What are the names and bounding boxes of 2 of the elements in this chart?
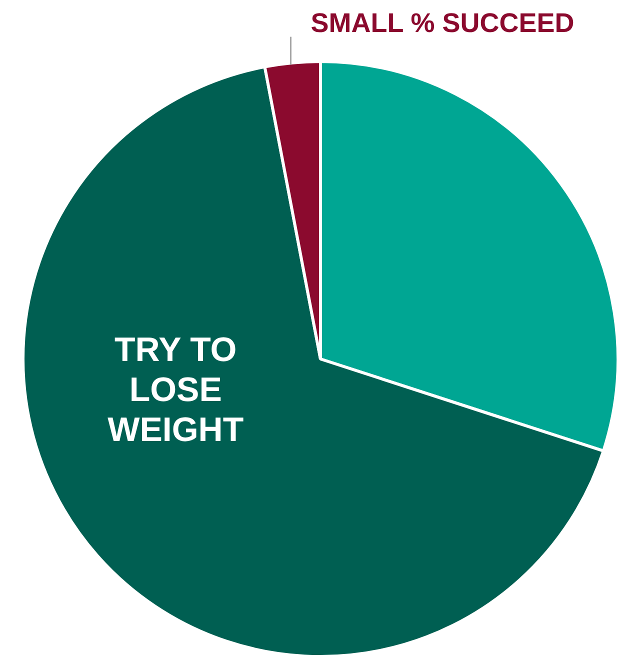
slice-label: TRY TO LOSE WEIGHT bbox=[108, 330, 244, 449]
slice-label: SMALL % SUCCEED bbox=[310, 8, 574, 38]
